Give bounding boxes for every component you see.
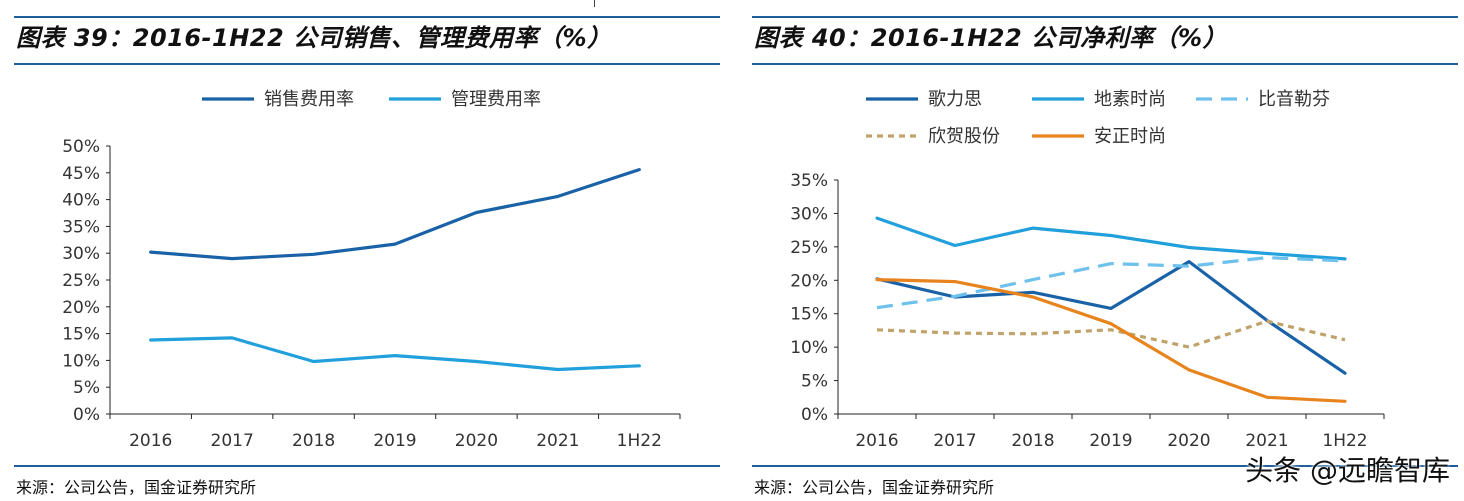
series-line-0 xyxy=(149,167,641,261)
x-tick-label: 2020 xyxy=(455,431,498,451)
y-tick-label: 30% xyxy=(790,204,828,224)
x-tick-label: 2018 xyxy=(292,431,335,451)
watermark-text: 头条 @远瞻智库 xyxy=(1245,454,1450,487)
legend-label: 比音勒芬 xyxy=(1258,89,1330,110)
series-line-2 xyxy=(876,256,1346,310)
y-tick-label: 5% xyxy=(73,378,100,398)
legend-label: 欣贺股份 xyxy=(928,126,1000,147)
y-tick-label: 15% xyxy=(62,325,100,345)
series-line-0 xyxy=(875,260,1347,375)
y-tick-label: 35% xyxy=(790,171,828,191)
y-tick-label: 10% xyxy=(790,338,828,358)
y-tick-label: 20% xyxy=(790,271,828,291)
x-tick-label: 2019 xyxy=(373,431,416,451)
x-tick-label: 2021 xyxy=(536,431,579,451)
y-tick-label: 5% xyxy=(801,372,828,392)
y-tick-label: 50% xyxy=(62,137,100,157)
x-tick-label: 2017 xyxy=(211,431,254,451)
legend-label: 管理费用率 xyxy=(451,89,541,110)
watermark: 头条 @远瞻智库 xyxy=(1245,449,1450,489)
chart-source: 来源：公司公告，国金证券研究所 xyxy=(754,478,995,497)
legend-label: 歌力思 xyxy=(928,89,982,110)
series-line-4 xyxy=(875,278,1347,403)
y-tick-label: 25% xyxy=(790,238,828,258)
chart-panel-39: 图表 39：2016-1H22 公司销售、管理费用率（%） 0% 5% 10% 15%… xyxy=(14,0,720,501)
y-tick-label: 30% xyxy=(62,244,100,264)
x-tick-label: 2016 xyxy=(129,431,172,451)
x-tick-label: 2021 xyxy=(1245,431,1288,451)
legend-label: 销售费用率 xyxy=(264,89,354,110)
top-rule xyxy=(14,16,720,18)
title-rule xyxy=(752,63,1458,65)
x-tick-label: 1H22 xyxy=(617,431,662,451)
source-rule xyxy=(14,465,720,467)
source-rule xyxy=(752,465,1458,467)
x-tick-label: 2018 xyxy=(1011,431,1054,451)
line-chart-expense-ratio: 0% 5% 10% 15% 20% 25% 30% 35% 40% 45% 50% 2016 2017 2… xyxy=(62,89,681,451)
series-line-1 xyxy=(875,216,1347,261)
y-tick-label: 40% xyxy=(62,191,100,211)
chart-source: 来源：公司公告，国金证券研究所 xyxy=(16,478,257,497)
x-tick-label: 2020 xyxy=(1167,431,1210,451)
y-tick-label: 15% xyxy=(790,305,828,325)
y-tick-label: 0% xyxy=(73,405,100,425)
top-tick-mark xyxy=(594,0,595,7)
y-tick-label: 25% xyxy=(62,271,100,291)
line-chart-net-margin: 0% 5% 10% 15% 20% 25% 30% 35% 2016 2017 2018 2019 20… xyxy=(790,89,1385,451)
title-rule xyxy=(14,63,720,65)
chart-title: 图表 39：2016-1H22 公司销售、管理费用率（%） xyxy=(16,24,612,52)
legend-label: 安正时尚 xyxy=(1094,126,1166,147)
legend-label: 地素时尚 xyxy=(1094,89,1166,110)
y-tick-label: 20% xyxy=(62,298,100,318)
x-tick-label: 2016 xyxy=(855,431,898,451)
chart-panel-40: 图表 40：2016-1H22 公司净利率（%） 0% 5% 10% 15% 20% 25… xyxy=(752,0,1458,501)
chart-title: 图表 40：2016-1H22 公司净利率（%） xyxy=(754,24,1228,52)
x-tick-label: 2017 xyxy=(933,431,976,451)
top-rule xyxy=(752,16,1458,18)
x-tick-label: 1H22 xyxy=(1322,431,1367,451)
series-line-1 xyxy=(149,336,641,372)
y-tick-label: 0% xyxy=(801,405,828,425)
y-tick-label: 35% xyxy=(62,217,100,237)
y-tick-label: 45% xyxy=(62,164,100,184)
x-tick-label: 2019 xyxy=(1089,431,1132,451)
y-tick-label: 10% xyxy=(62,351,100,371)
